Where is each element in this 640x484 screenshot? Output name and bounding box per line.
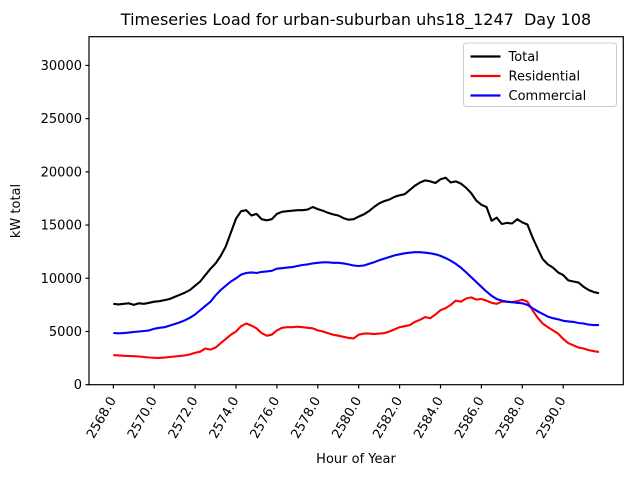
legend-label-residential: Residential <box>509 70 581 85</box>
y-tick-label: 25000 <box>41 112 82 127</box>
y-tick-label: 15000 <box>41 219 82 234</box>
y-tick-label: 10000 <box>41 272 82 287</box>
x-axis-label: Hour of Year <box>316 452 396 467</box>
legend-label-commercial: Commercial <box>509 89 587 104</box>
x-tick-label: 2580.0 <box>329 395 365 442</box>
legend-box <box>463 42 617 107</box>
series-line-residential <box>113 296 600 359</box>
y-tick-label: 20000 <box>41 165 82 180</box>
x-axis-ticks: 2568.0 2570.0 2572.0 2574.0 2576.0 2578.0 2580… <box>84 384 570 442</box>
y-tick-label: 0 <box>74 378 82 393</box>
y-axis-ticks: 0 5000 10000 15000 20000 25000 30000 <box>41 59 89 393</box>
x-tick-label: 2582.0 <box>370 395 406 442</box>
chart-title: Timeseries Load for urban-suburban uhs18… <box>120 10 591 30</box>
x-tick-label: 2578.0 <box>289 395 325 442</box>
x-tick-label: 2572.0 <box>166 395 202 442</box>
y-axis-label: kW total <box>9 184 24 238</box>
x-tick-label: 2570.0 <box>125 395 161 442</box>
plot-border <box>88 36 624 386</box>
series-line-total <box>113 176 600 306</box>
y-tick-label: 30000 <box>41 59 82 74</box>
legend: Total Residential Commercial <box>463 42 617 107</box>
series-lines <box>113 176 600 359</box>
x-tick-label: 2590.0 <box>534 395 570 442</box>
y-tick-label: 5000 <box>49 325 82 340</box>
x-tick-label: 2588.0 <box>493 395 529 442</box>
series-line-commercial <box>113 251 599 335</box>
x-tick-label: 2586.0 <box>452 395 488 442</box>
x-tick-label: 2576.0 <box>248 395 284 442</box>
x-tick-label: 2584.0 <box>411 395 447 442</box>
x-tick-label: 2574.0 <box>207 395 243 442</box>
x-tick-label: 2568.0 <box>84 395 120 442</box>
legend-label-total: Total <box>508 50 539 65</box>
